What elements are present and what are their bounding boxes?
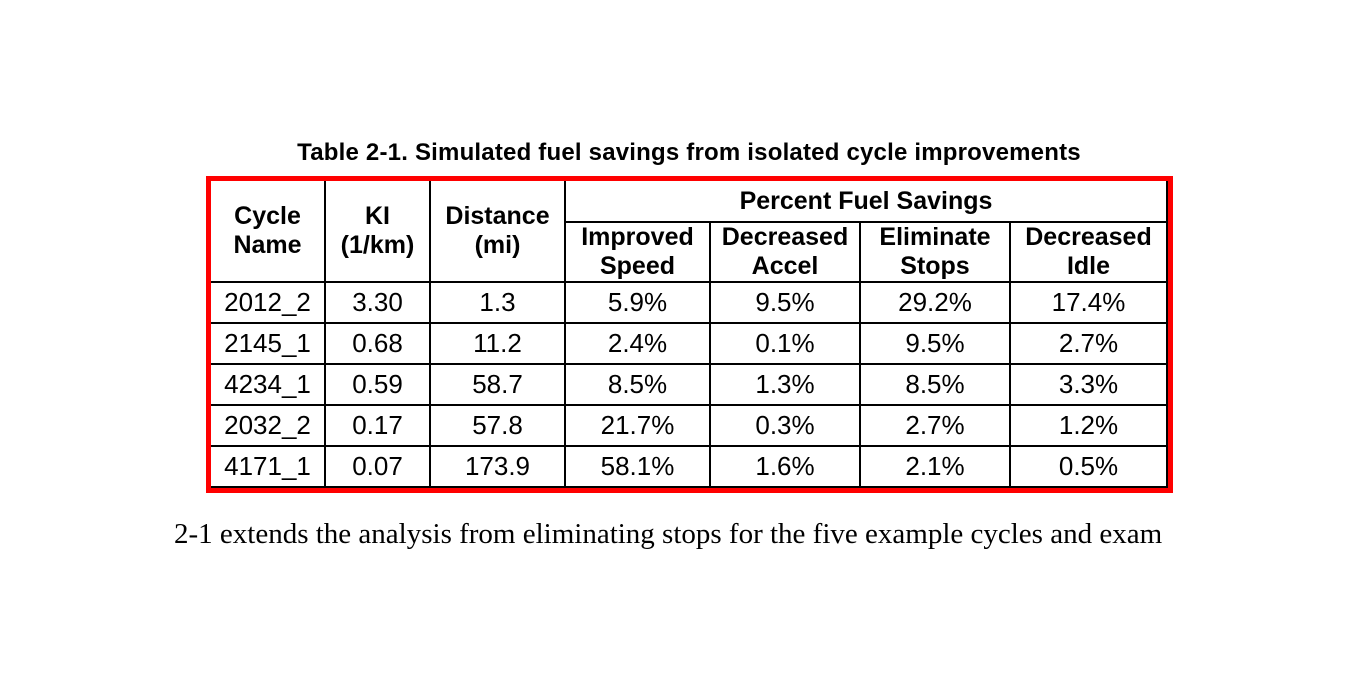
- table-row: 2145_1 0.68 11.2 2.4% 0.1% 9.5% 2.7%: [211, 322, 1168, 365]
- table-row: 2032_2 0.17 57.8 21.7% 0.3% 2.7% 1.2%: [211, 404, 1168, 447]
- cell-ki: 0.07: [324, 445, 431, 488]
- cell-decreased-idle: 1.2%: [1009, 404, 1168, 447]
- cell-ki: 0.59: [324, 363, 431, 406]
- cell-decreased-idle: 0.5%: [1009, 445, 1168, 488]
- table-header-row-1: Cycle Name KI (1/km) Distance (mi) Perce…: [211, 181, 1168, 283]
- cell-distance: 1.3: [429, 281, 566, 324]
- cell-decreased-accel: 1.3%: [709, 363, 861, 406]
- column-header-ki: KI (1/km): [324, 181, 431, 283]
- cell-distance: 173.9: [429, 445, 566, 488]
- cell-improved-speed: 8.5%: [564, 363, 711, 406]
- cell-decreased-idle: 3.3%: [1009, 363, 1168, 406]
- column-header-eliminate-stops: Eliminate Stops: [859, 221, 1011, 283]
- cell-ki: 0.68: [324, 322, 431, 365]
- paragraph-text: 2-1 extends the analysis from eliminatin…: [174, 518, 1163, 550]
- cell-decreased-accel: 0.1%: [709, 322, 861, 365]
- cell-cycle-name: 2012_2: [211, 281, 326, 324]
- table-annotation-box: Cycle Name KI (1/km) Distance (mi) Perce…: [206, 176, 1173, 493]
- column-header-decreased-accel: Decreased Accel: [709, 221, 861, 283]
- cell-eliminate-stops: 2.1%: [859, 445, 1011, 488]
- table-row: 2012_2 3.30 1.3 5.9% 9.5% 29.2% 17.4%: [211, 281, 1168, 324]
- cell-ki: 0.17: [324, 404, 431, 447]
- cell-cycle-name: 4234_1: [211, 363, 326, 406]
- column-header-cycle-name: Cycle Name: [211, 181, 326, 283]
- cell-decreased-accel: 1.6%: [709, 445, 861, 488]
- cell-improved-speed: 21.7%: [564, 404, 711, 447]
- cell-eliminate-stops: 8.5%: [859, 363, 1011, 406]
- cell-improved-speed: 5.9%: [564, 281, 711, 324]
- cell-eliminate-stops: 9.5%: [859, 322, 1011, 365]
- cell-eliminate-stops: 29.2%: [859, 281, 1011, 324]
- table-row: 4171_1 0.07 173.9 58.1% 1.6% 2.1% 0.5%: [211, 445, 1168, 488]
- cell-distance: 57.8: [429, 404, 566, 447]
- table-header-row-2: Improved Speed Decreased Accel Eliminate…: [211, 221, 1168, 283]
- cell-cycle-name: 4171_1: [211, 445, 326, 488]
- table-caption: Table 2-1. Simulated fuel savings from i…: [297, 139, 1081, 166]
- cell-eliminate-stops: 2.7%: [859, 404, 1011, 447]
- cell-cycle-name: 2032_2: [211, 404, 326, 447]
- cell-decreased-accel: 9.5%: [709, 281, 861, 324]
- table-row: 4234_1 0.59 58.7 8.5% 1.3% 8.5% 3.3%: [211, 363, 1168, 406]
- cell-decreased-idle: 2.7%: [1009, 322, 1168, 365]
- column-header-distance: Distance (mi): [429, 181, 566, 283]
- column-header-decreased-idle: Decreased Idle: [1009, 221, 1168, 283]
- cell-cycle-name: 2145_1: [211, 322, 326, 365]
- fuel-savings-table: Cycle Name KI (1/km) Distance (mi) Perce…: [211, 181, 1168, 488]
- column-header-improved-speed: Improved Speed: [564, 221, 711, 283]
- cell-decreased-idle: 17.4%: [1009, 281, 1168, 324]
- cell-improved-speed: 2.4%: [564, 322, 711, 365]
- cell-distance: 11.2: [429, 322, 566, 365]
- cell-improved-speed: 58.1%: [564, 445, 711, 488]
- cell-ki: 3.30: [324, 281, 431, 324]
- cell-distance: 58.7: [429, 363, 566, 406]
- column-group-header-percent-fuel-savings: Percent Fuel Savings: [564, 181, 1168, 223]
- cell-decreased-accel: 0.3%: [709, 404, 861, 447]
